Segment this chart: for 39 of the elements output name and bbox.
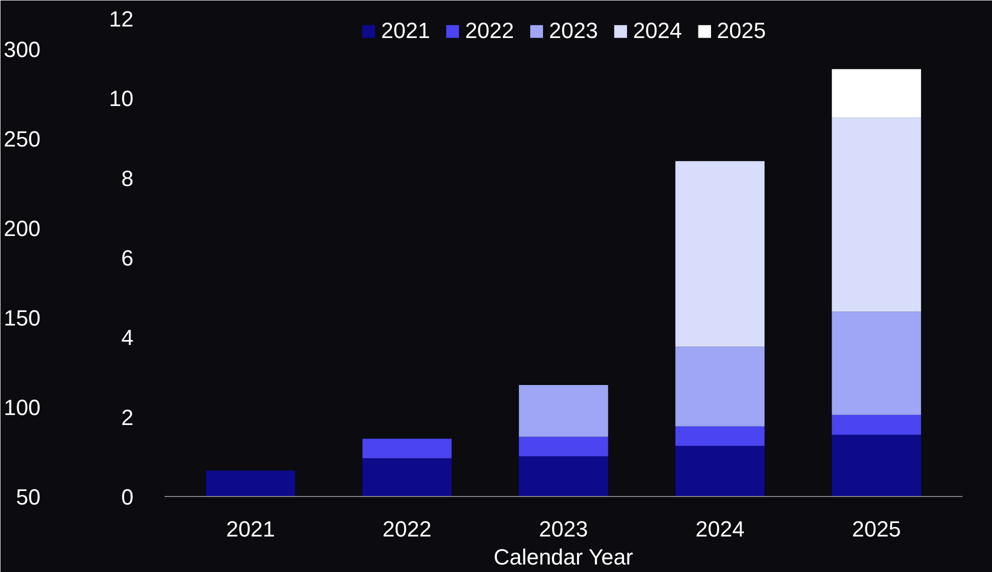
y2-tick-label: 50 (16, 484, 41, 510)
bar (675, 446, 765, 496)
y-tick-label: 0 (121, 484, 134, 510)
bar (362, 458, 452, 496)
y-tick-label: 2 (121, 404, 134, 430)
x-axis-title: Calendar Year (494, 544, 634, 570)
y2-tick-label: 100 (4, 394, 41, 420)
y2-tick-label: 250 (4, 126, 41, 152)
x-tick-label: 2022 (382, 516, 432, 542)
bar (832, 118, 922, 312)
bar (675, 426, 765, 446)
bar (518, 436, 608, 456)
x-tick-label: 2025 (852, 516, 901, 542)
bar (832, 414, 922, 435)
bar (675, 346, 765, 426)
y2-tick-label: 200 (4, 216, 41, 241)
legend-label: 2022 (465, 18, 514, 44)
y-tick-label: 8 (121, 166, 134, 191)
legend-label: 2025 (716, 18, 766, 44)
x-tick-label: 2023 (539, 516, 588, 542)
y2-tick-label: 300 (4, 36, 41, 62)
legend-label: 2023 (549, 18, 598, 44)
legend-label: 2021 (381, 18, 430, 44)
y-tick-label: 4 (121, 325, 134, 350)
bar (832, 434, 922, 496)
y-tick-label: 10 (109, 86, 134, 112)
bar (518, 456, 608, 496)
x-tick-label: 2024 (696, 516, 744, 542)
legend-label: 2024 (632, 18, 682, 44)
bar (675, 161, 765, 347)
bar (362, 438, 452, 458)
y-tick-label: 6 (121, 246, 134, 270)
bar (832, 69, 922, 118)
bar (832, 312, 922, 415)
x-tick-label: 2021 (226, 516, 276, 542)
bar (518, 384, 608, 437)
y2-tick-label: 150 (4, 305, 41, 330)
y-tick-label: 12 (109, 6, 134, 32)
bar (206, 470, 296, 496)
